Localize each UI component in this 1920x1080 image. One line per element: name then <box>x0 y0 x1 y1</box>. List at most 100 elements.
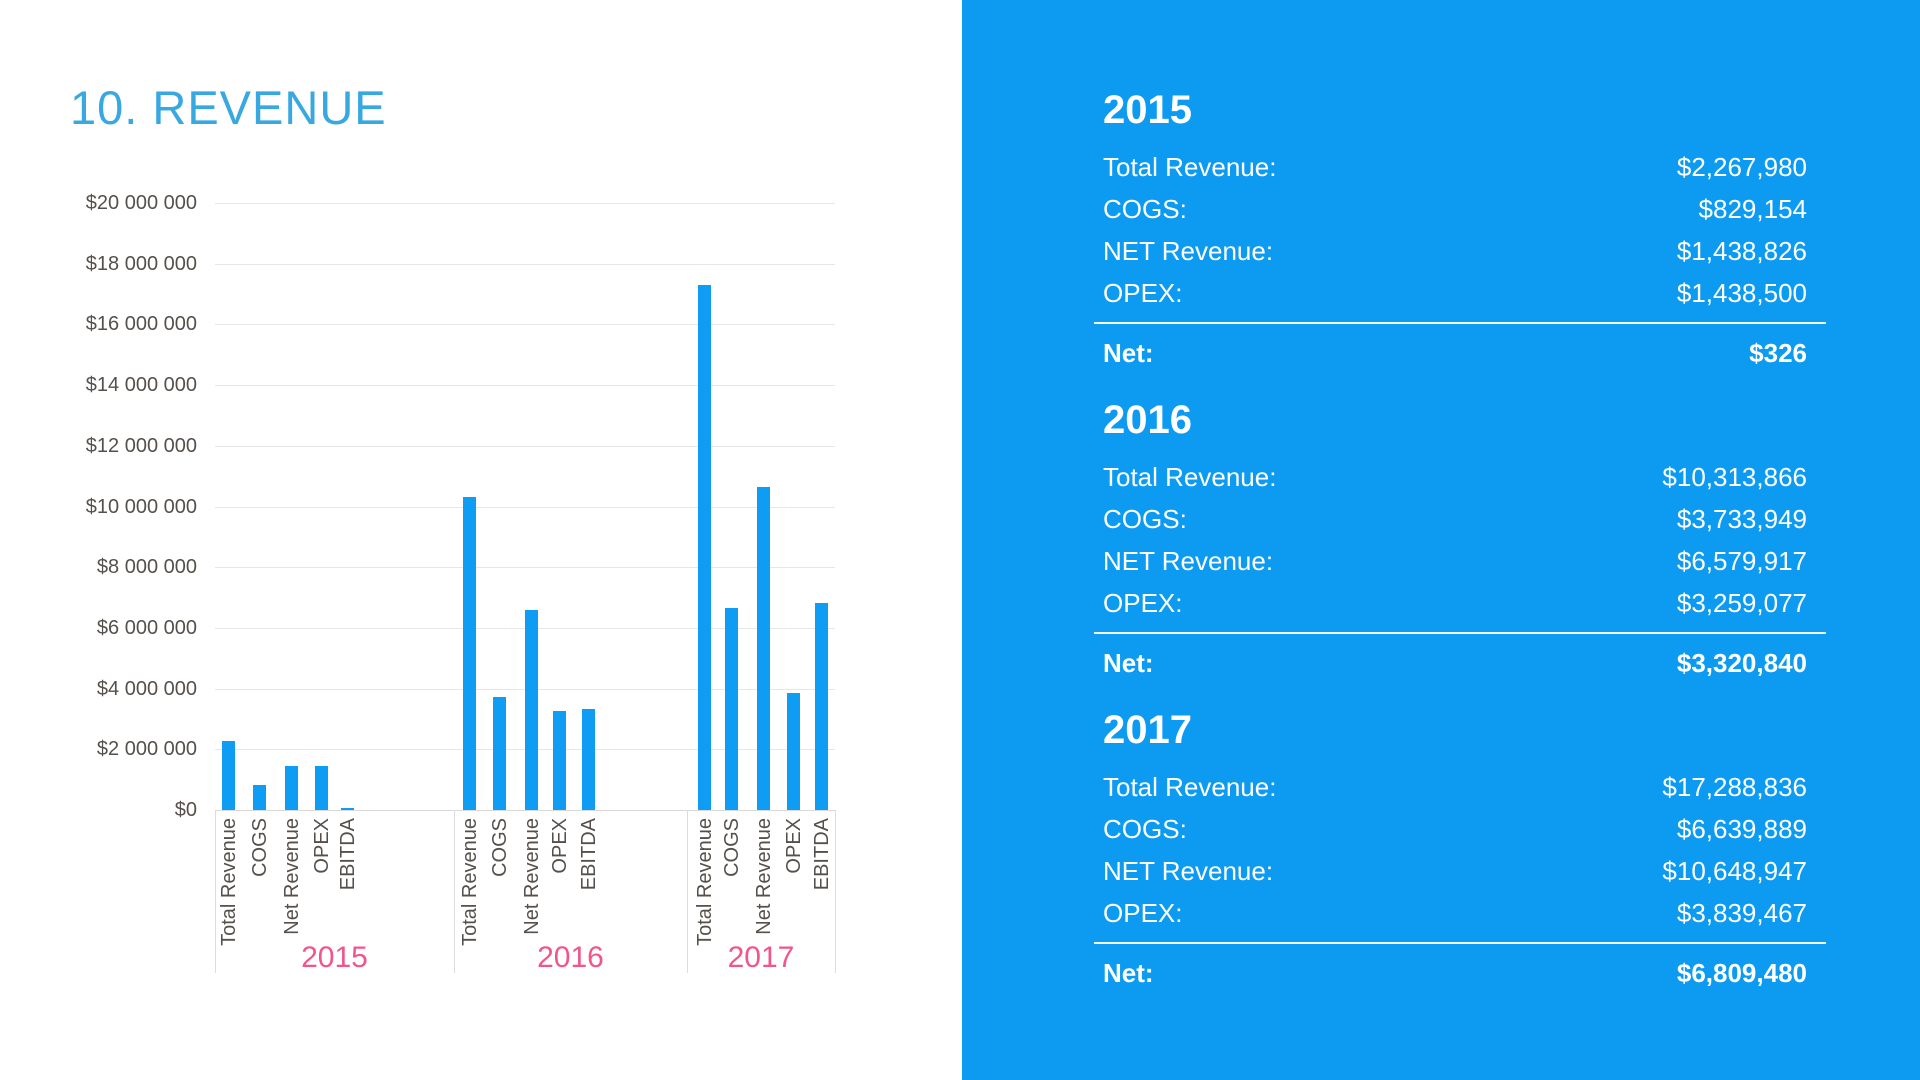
summary-row-value: $1,438,500 <box>1676 277 1807 308</box>
y-axis-tick-label: $0 <box>174 799 197 821</box>
year-heading: 2015 <box>1103 88 1192 132</box>
bar-ebitda <box>341 808 354 810</box>
summary-row-label: NET Revenue: <box>1103 235 1274 266</box>
summary-row-value: $10,648,947 <box>1662 855 1807 886</box>
group-separator-line <box>215 810 216 973</box>
y-axis-tick-label: $10 000 000 <box>85 495 197 518</box>
bar-total-revenue <box>463 497 476 810</box>
y-axis-tick-label: $20 000 000 <box>85 192 197 214</box>
bar-net-revenue <box>757 487 770 810</box>
summary-row-label: Total Revenue: <box>1103 461 1277 492</box>
bar-cogs <box>493 697 506 810</box>
x-axis-category-label: Total Revenue <box>217 818 240 946</box>
x-axis-category-label: COGS <box>488 818 511 877</box>
y-axis-tick-label: $18 000 000 <box>85 252 197 275</box>
x-axis-category-label: EBITDA <box>336 818 359 891</box>
year-summary-section: 2016 Total Revenue: $10,313,866 COGS: $3,733… <box>1094 398 1826 682</box>
y-axis-tick-label: $16 000 000 <box>85 313 197 336</box>
net-divider-line <box>1094 632 1826 634</box>
summary-row-value: $1,438,826 <box>1676 235 1807 266</box>
summary-row-label: OPEX: <box>1103 587 1183 618</box>
net-label: Net: <box>1103 647 1154 678</box>
net-label: Net: <box>1103 337 1154 368</box>
summary-row-label: NET Revenue: <box>1103 855 1274 886</box>
x-axis-category-label: OPEX <box>782 818 805 874</box>
summary-row-label: Total Revenue: <box>1103 151 1277 182</box>
summary-row: COGS: $3,733,949 <box>1094 498 1826 540</box>
yearly-summary-panel: 2015 Total Revenue: $2,267,980 COGS: $829,15… <box>962 0 1920 1080</box>
y-axis-tick-label: $8 000 000 <box>96 556 197 579</box>
summary-row-label: COGS: <box>1103 503 1187 534</box>
group-separator-line <box>835 810 836 973</box>
x-axis-category-label: OPEX <box>310 818 333 874</box>
y-axis-tick-label: $14 000 000 <box>85 374 197 397</box>
x-axis-category-label: EBITDA <box>577 818 600 891</box>
summary-row-label: COGS: <box>1103 813 1187 844</box>
summary-row-value: $10,313,866 <box>1662 461 1807 492</box>
y-axis-tick-label: $2 000 000 <box>96 738 197 761</box>
year-label: 2015 <box>301 941 368 974</box>
summary-row-label: OPEX: <box>1103 897 1183 928</box>
gridline <box>215 203 835 204</box>
x-axis-category-label: Total Revenue <box>693 818 716 946</box>
bar-total-revenue <box>698 285 711 810</box>
y-axis-tick-label: $4 000 000 <box>96 677 197 700</box>
bar-cogs <box>725 608 738 810</box>
summary-row-value: $3,733,949 <box>1676 503 1807 534</box>
summary-row: OPEX: $3,259,077 <box>1094 582 1826 624</box>
summary-row-value: $2,267,980 <box>1676 151 1807 182</box>
gridline <box>215 506 835 508</box>
net-value: $326 <box>1749 337 1807 368</box>
summary-row: COGS: $6,639,889 <box>1094 808 1826 850</box>
summary-row-value: $6,639,889 <box>1676 813 1807 844</box>
x-axis-category-label: Net Revenue <box>280 818 303 935</box>
bar-net-revenue <box>285 766 298 810</box>
summary-row: NET Revenue: $10,648,947 <box>1094 850 1826 892</box>
net-row: Net: $3,320,840 <box>1094 644 1826 682</box>
group-separator-line <box>687 810 688 973</box>
year-heading: 2016 <box>1103 398 1192 442</box>
gridline <box>215 567 835 569</box>
net-row: Net: $326 <box>1094 334 1826 372</box>
year-summary-section: 2017 Total Revenue: $17,288,836 COGS: $6,639… <box>1094 708 1826 992</box>
year-label: 2017 <box>727 941 795 974</box>
net-row: Net: $6,809,480 <box>1094 954 1826 992</box>
summary-row: OPEX: $1,438,500 <box>1094 272 1826 314</box>
y-axis-tick-label: $6 000 000 <box>96 616 197 639</box>
summary-row-value: $829,154 <box>1698 193 1807 224</box>
summary-row-value: $3,839,467 <box>1676 897 1807 928</box>
summary-row: COGS: $829,154 <box>1094 188 1826 230</box>
x-axis-category-label: EBITDA <box>810 818 833 891</box>
summary-row-value: $17,288,836 <box>1662 771 1807 802</box>
y-axis-tick-label: $12 000 000 <box>85 434 197 457</box>
bar-cogs <box>253 785 266 810</box>
gridline <box>215 810 835 811</box>
summary-row: NET Revenue: $6,579,917 <box>1094 540 1826 582</box>
net-value: $6,809,480 <box>1676 957 1807 988</box>
summary-row-label: OPEX: <box>1103 277 1183 308</box>
x-axis-category-label: COGS <box>248 818 271 877</box>
net-divider-line <box>1094 322 1826 324</box>
gridline <box>215 263 835 265</box>
summary-row-label: COGS: <box>1103 193 1187 224</box>
bar-ebitda <box>815 603 828 810</box>
year-label: 2016 <box>537 941 604 974</box>
net-label: Net: <box>1103 957 1154 988</box>
net-divider-line <box>1094 942 1826 944</box>
net-value: $3,320,840 <box>1676 647 1807 678</box>
summary-row: OPEX: $3,839,467 <box>1094 892 1826 934</box>
year-heading: 2017 <box>1103 708 1192 752</box>
summary-row: Total Revenue: $17,288,836 <box>1094 766 1826 808</box>
bar-net-revenue <box>525 610 538 810</box>
bar-total-revenue <box>222 741 235 810</box>
summary-row: Total Revenue: $10,313,866 <box>1094 456 1826 498</box>
revenue-bar-chart: $20 000 000 $18 000 000 $16 000 000 $14 000… <box>85 192 836 974</box>
year-summary-section: 2015 Total Revenue: $2,267,980 COGS: $829,15… <box>1094 88 1826 372</box>
x-axis-category-label: Net Revenue <box>752 818 775 935</box>
x-axis-category-label: Total Revenue <box>458 818 481 946</box>
revenue-chart-section: 10. REVENUE $20 000 000 $18 000 000 $16 00… <box>70 81 836 974</box>
summary-row: NET Revenue: $1,438,826 <box>1094 230 1826 272</box>
gridline <box>215 324 835 326</box>
x-axis-category-label: OPEX <box>548 818 571 874</box>
